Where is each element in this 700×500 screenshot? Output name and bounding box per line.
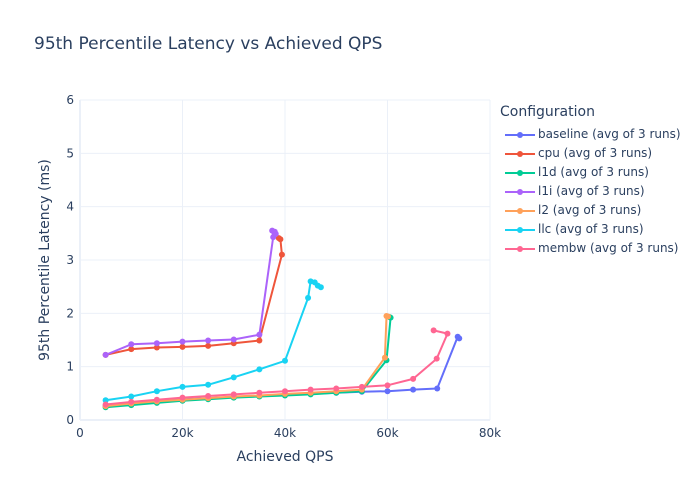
legend-label: l1d (avg of 3 runs): [538, 165, 649, 179]
series-line-1: [105, 237, 283, 356]
legend-label: llc (avg of 3 runs): [538, 222, 644, 236]
y-tick-label: 3: [66, 253, 74, 267]
data-point: [179, 338, 186, 345]
data-point: [153, 344, 160, 351]
data-point: [230, 336, 237, 343]
legend-label: baseline (avg of 3 runs): [538, 127, 681, 141]
data-point: [256, 366, 263, 373]
data-point: [205, 342, 212, 349]
legend-items: baseline (avg of 3 runs) cpu (avg of 3 ru…: [500, 126, 681, 259]
y-tick-label: 4: [66, 200, 74, 214]
data-point: [282, 357, 288, 364]
series-line-2: [105, 316, 392, 409]
legend-swatch: [505, 132, 535, 138]
series-line-3: [105, 229, 277, 356]
data-point: [102, 351, 109, 358]
data-point: [256, 337, 263, 344]
data-point: [381, 354, 388, 361]
data-point: [305, 294, 312, 301]
data-point: [179, 394, 186, 401]
data-point: [456, 335, 463, 342]
legend-swatch: [505, 170, 535, 176]
data-point: [307, 386, 314, 393]
y-tick-label: 5: [66, 146, 74, 160]
legend-swatch: [505, 227, 535, 233]
legend-item[interactable]: membw (avg of 3 runs): [500, 240, 678, 259]
data-point: [205, 393, 212, 399]
x-tick-label: 20k: [171, 426, 193, 440]
data-point: [128, 393, 135, 400]
chart-title: 95th Percentile Latency vs Achieved QPS: [34, 34, 383, 54]
data-point: [128, 398, 135, 405]
x-tick-label: 0: [76, 426, 84, 440]
legend-label: cpu (avg of 3 runs): [538, 146, 653, 160]
data-point: [230, 374, 237, 381]
y-tick-label: 2: [66, 306, 74, 320]
data-point: [102, 397, 109, 404]
legend-item[interactable]: baseline (avg of 3 runs): [500, 126, 681, 145]
legend-label: membw (avg of 3 runs): [538, 241, 679, 255]
data-point: [282, 388, 288, 395]
legend-item[interactable]: cpu (avg of 3 runs): [500, 145, 652, 164]
data-point: [410, 375, 417, 382]
series-line-4: [105, 315, 389, 408]
data-point: [153, 388, 160, 395]
legend-label: l2 (avg of 3 runs): [538, 203, 642, 217]
data-point: [153, 340, 160, 347]
x-tick-label: 40k: [274, 426, 296, 440]
data-point: [433, 355, 440, 362]
data-point: [333, 385, 340, 392]
data-point: [444, 330, 451, 337]
legend-label: l1i (avg of 3 runs): [538, 184, 645, 198]
y-tick-label: 6: [66, 93, 74, 107]
data-point: [179, 383, 186, 390]
data-point: [358, 383, 365, 390]
legend-swatch: [505, 151, 535, 157]
data-point: [385, 313, 392, 320]
legend-item[interactable]: l2 (avg of 3 runs): [500, 202, 641, 221]
data-point: [410, 386, 417, 393]
data-point: [384, 382, 391, 389]
data-point: [275, 235, 282, 242]
data-point: [128, 341, 135, 348]
series-line-6: [105, 329, 449, 406]
data-point: [205, 381, 212, 388]
data-point: [179, 343, 186, 350]
data-point: [317, 284, 324, 291]
legend-item[interactable]: l1i (avg of 3 runs): [500, 183, 645, 202]
x-tick-label: 60k: [376, 426, 398, 440]
y-tick-label: 0: [66, 413, 74, 427]
data-point: [128, 346, 135, 353]
data-point: [384, 388, 391, 395]
data-point: [205, 337, 212, 344]
data-point: [153, 396, 160, 403]
legend-item[interactable]: l1d (avg of 3 runs): [500, 164, 649, 183]
y-axis-title: 95th Percentile Latency (ms): [37, 159, 53, 361]
legend[interactable]: Configuration baseline (avg of 3 runs) cp…: [500, 104, 681, 259]
x-axis-title: Achieved QPS: [237, 449, 334, 465]
y-tick-label: 1: [66, 360, 74, 374]
legend-item[interactable]: llc (avg of 3 runs): [500, 221, 644, 240]
data-point: [256, 331, 263, 338]
data-point: [434, 385, 441, 392]
data-point: [272, 230, 279, 237]
data-point: [230, 391, 237, 398]
legend-swatch: [505, 208, 535, 214]
x-tick-label: 80k: [479, 426, 501, 440]
legend-swatch: [505, 189, 535, 195]
legend-swatch: [505, 246, 535, 252]
legend-title: Configuration: [500, 104, 595, 120]
data-point: [256, 389, 263, 396]
data-point: [430, 327, 437, 334]
data-point: [278, 251, 285, 258]
data-point: [102, 401, 109, 408]
